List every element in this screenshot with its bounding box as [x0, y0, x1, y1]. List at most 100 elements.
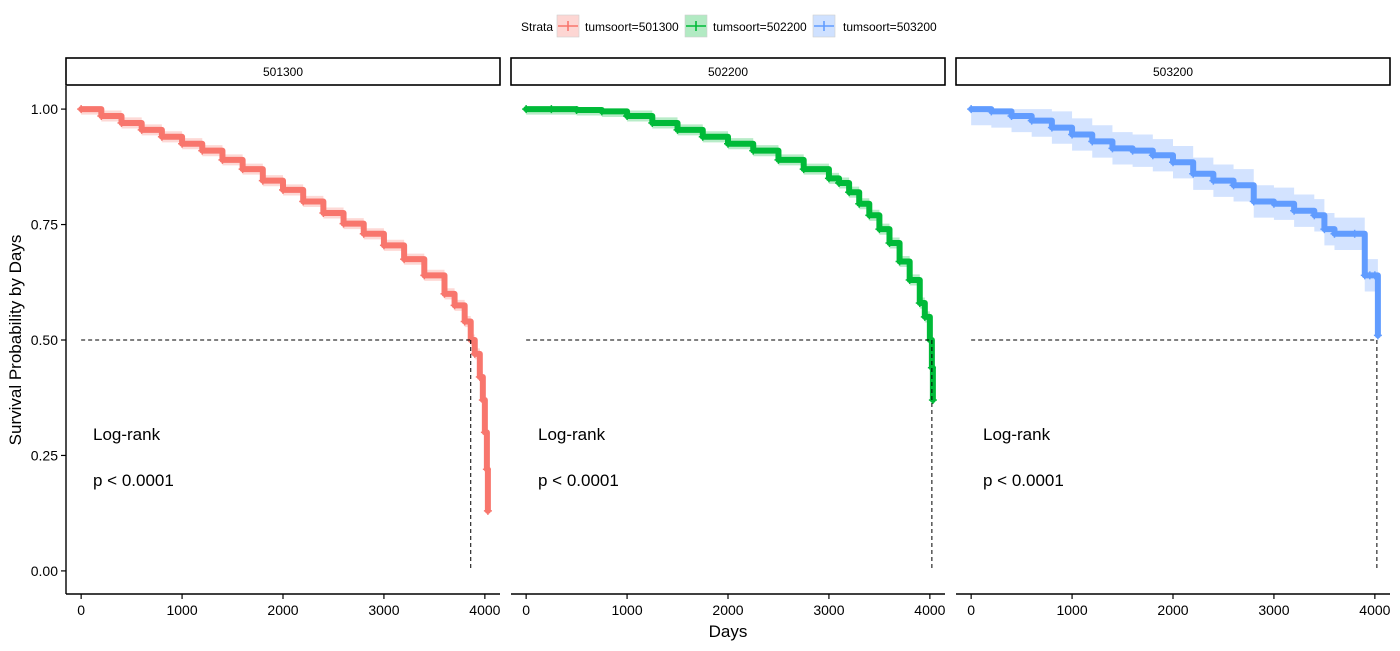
- x-tick-label: 0: [77, 602, 85, 618]
- censor-mark: [915, 299, 924, 308]
- censor-mark: [905, 275, 914, 284]
- legend-title: Strata: [521, 20, 553, 34]
- censor-mark: [359, 229, 368, 238]
- censor-mark: [483, 506, 492, 515]
- x-tick-label: 4000: [1359, 602, 1390, 618]
- censor-mark: [799, 165, 808, 174]
- x-tick-label: 4000: [469, 602, 500, 618]
- censor-mark: [1047, 123, 1056, 132]
- censor-mark: [1320, 225, 1329, 234]
- censor-mark: [1148, 151, 1157, 160]
- censor-mark: [1310, 211, 1319, 220]
- confidence-band: [81, 109, 488, 517]
- censor-mark: [1249, 197, 1258, 206]
- censor-mark: [1350, 229, 1359, 238]
- x-tick-label: 2000: [267, 602, 298, 618]
- confidence-band: [971, 109, 1378, 352]
- censor-mark: [698, 132, 707, 141]
- censor-mark: [1370, 271, 1379, 280]
- censor-mark: [475, 372, 484, 381]
- censor-mark: [1229, 181, 1238, 190]
- censor-mark: [987, 107, 996, 116]
- censor-mark: [400, 255, 409, 264]
- censor-mark: [855, 199, 864, 208]
- annotation-logrank: Log-rank: [93, 425, 161, 444]
- strip-label: 503200: [1153, 65, 1193, 79]
- panel-503200: 503200 0 1000 2000 3000 4000 Log-rank p < 0.000…: [955, 57, 1391, 618]
- censor-mark: [482, 465, 491, 474]
- survival-curve-core: [526, 108, 934, 401]
- x-axis-title: Days: [709, 622, 748, 641]
- censor-mark: [178, 139, 187, 148]
- censor-mark: [522, 105, 531, 114]
- censor-mark: [547, 105, 556, 114]
- censor-mark: [875, 225, 884, 234]
- legend-label: tumsoort=503200: [843, 20, 937, 34]
- panel-501300: 501300 0.00 0.25 0.50 0.75 1.00 0 1000 2000 3000 4…: [31, 57, 501, 618]
- censor-mark: [967, 105, 976, 114]
- x-tick-label: 1000: [166, 602, 197, 618]
- panel-502200: 502200 0 1000 2000 3000 4000 Log-rank p < 0.000…: [510, 57, 946, 618]
- x-tick-label: 1000: [611, 602, 642, 618]
- legend-key-1: [556, 14, 580, 38]
- legend-key-2: [684, 14, 708, 38]
- censor-mark: [470, 349, 479, 358]
- legend: Strata tumsoort=501300 tumsoort=502200 tum…: [521, 14, 937, 38]
- strip-box: [65, 57, 501, 86]
- censor-mark: [1373, 331, 1382, 340]
- censor-mark: [1007, 112, 1016, 121]
- x-tick-label: 2000: [1157, 602, 1188, 618]
- annotation-pvalue: p < 0.0001: [538, 471, 619, 490]
- censor-mark: [865, 211, 874, 220]
- censor-mark: [198, 146, 207, 155]
- censor-mark: [238, 165, 247, 174]
- censor-mark: [895, 257, 904, 266]
- y-tick-label: 0.25: [31, 447, 58, 463]
- x-tick-label: 4000: [914, 602, 945, 618]
- censor-mark: [774, 155, 783, 164]
- y-tick-label: 0.50: [31, 332, 58, 348]
- censor-mark: [724, 139, 732, 148]
- legend-key-3: [812, 14, 836, 38]
- censor-mark: [1290, 206, 1299, 215]
- survival-curve: [78, 106, 491, 514]
- censor-mark: [137, 125, 146, 134]
- censor-mark: [117, 118, 126, 127]
- censor-mark: [339, 219, 348, 228]
- censor-mark: [319, 209, 328, 217]
- censor-mark: [1128, 146, 1137, 155]
- legend-label: tumsoort=501300: [585, 20, 679, 34]
- censor-mark: [597, 107, 606, 116]
- y-tick-label: 0.75: [31, 217, 58, 233]
- strip-label: 501300: [263, 65, 303, 79]
- survival-curve: [523, 106, 936, 404]
- censor-mark: [97, 112, 106, 121]
- x-tick-label: 3000: [368, 602, 399, 618]
- annotation-logrank: Log-rank: [538, 425, 606, 444]
- y-tick-label: 1.00: [31, 101, 58, 117]
- annotation-pvalue: p < 0.0001: [983, 471, 1064, 490]
- censor-mark: [450, 301, 459, 310]
- strip-box: [510, 57, 946, 86]
- censor-mark: [648, 118, 657, 127]
- censor-mark: [480, 428, 489, 437]
- x-tick-label: 1000: [1056, 602, 1087, 618]
- censor-mark: [258, 176, 267, 185]
- strip-label: 502200: [708, 65, 748, 79]
- censor-mark: [1189, 169, 1198, 178]
- censor-mark: [460, 317, 469, 326]
- x-tick-label: 0: [967, 602, 975, 618]
- annotation-pvalue: p < 0.0001: [93, 471, 174, 490]
- censor-mark: [845, 188, 854, 197]
- legend-label: tumsoort=502200: [713, 20, 807, 34]
- censor-mark: [299, 197, 308, 206]
- panels: 501300 0.00 0.25 0.50 0.75 1.00 0 1000 2000 3000 4…: [31, 57, 1391, 618]
- censor-mark: [157, 132, 166, 141]
- censor-mark: [572, 106, 581, 115]
- censor-mark: [623, 112, 632, 121]
- annotation-logrank: Log-rank: [983, 425, 1051, 444]
- y-tick-label: 0.00: [31, 563, 58, 579]
- censor-mark: [478, 396, 487, 405]
- censor-mark: [928, 396, 937, 405]
